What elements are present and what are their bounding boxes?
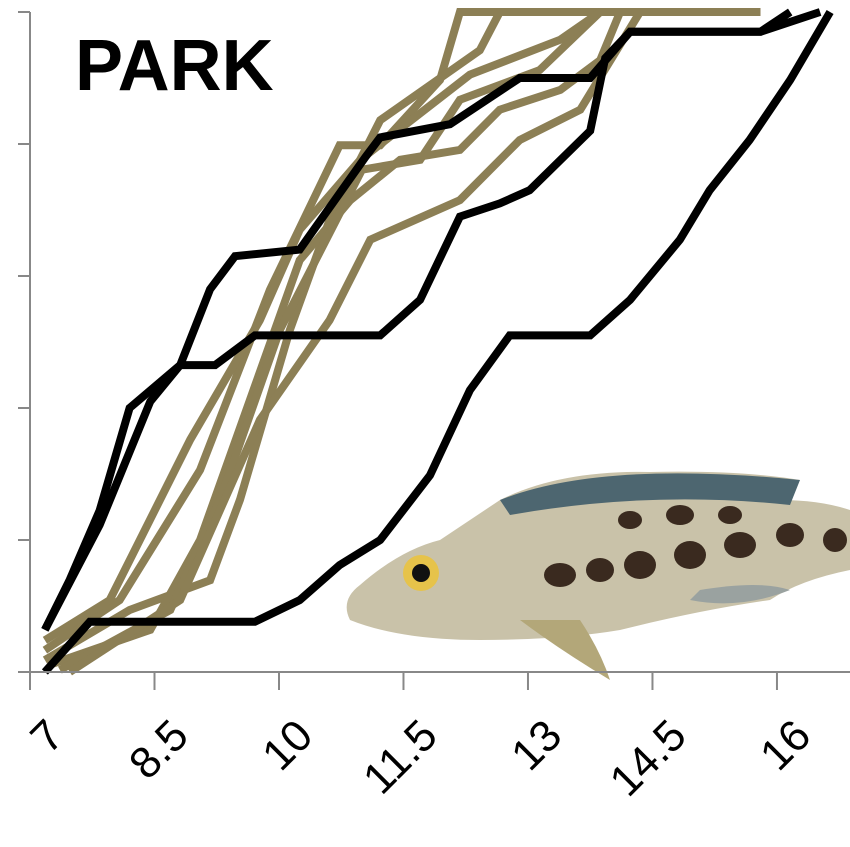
chart-title: PARK: [75, 26, 274, 106]
fish-pupil: [412, 564, 430, 582]
x-tick-label: 11.5: [354, 711, 447, 804]
x-tick-label: 14.5: [601, 711, 696, 806]
series-layer: [41, 7, 834, 676]
fish-dorsal-fin: [500, 473, 800, 515]
x-tick-label: 8.5: [120, 711, 198, 789]
fish-anal-fin: [690, 585, 790, 604]
x-tick-label: 10: [253, 711, 322, 780]
fish-pelvic-fin: [520, 620, 610, 680]
x-tick-label: 16: [751, 711, 820, 780]
x-tick-label: 13: [502, 711, 571, 780]
x-tick-label: 7: [21, 711, 73, 763]
fish-illustration: [346, 471, 850, 680]
series-line: [41, 8, 822, 632]
series-line: [42, 7, 761, 654]
axes: [18, 11, 850, 690]
fish-spots: [544, 505, 847, 587]
series-line: [41, 9, 834, 675]
series-line: [42, 8, 761, 644]
series-line: [57, 7, 761, 674]
